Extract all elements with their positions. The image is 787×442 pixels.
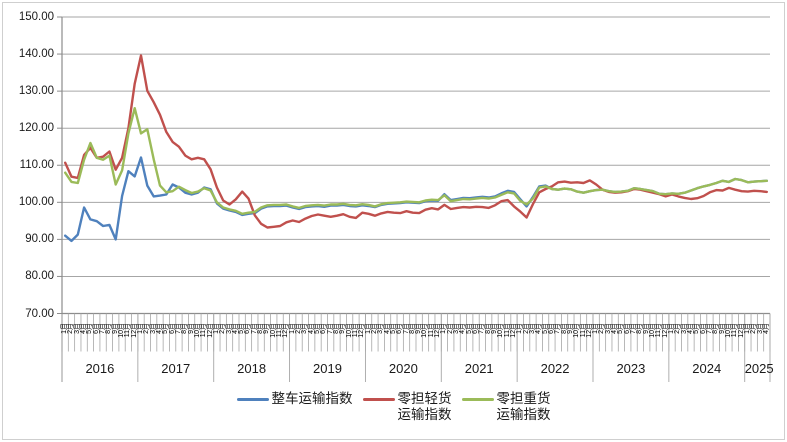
x-year-label: 2022 — [540, 361, 570, 376]
legend-line-swatch — [461, 398, 494, 401]
legend-label: 零担轻货 运输指数 — [397, 391, 452, 422]
x-year-label: 2025 — [744, 361, 774, 376]
legend-item: 零担轻货 运输指数 — [362, 391, 452, 423]
y-tick-label: 100.00 — [18, 196, 54, 209]
x-year-label: 2023 — [616, 361, 646, 376]
x-year-label: 2016 — [85, 361, 115, 376]
y-tick-label: 80.00 — [25, 270, 54, 283]
chart-legend: 整车运输指数 零担轻货 运输指数 零担重货 运输指数 — [0, 391, 787, 423]
series-line — [63, 106, 768, 216]
x-year-label: 2024 — [692, 361, 722, 376]
x-year-label: 2018 — [237, 361, 267, 376]
y-tick-label: 150.00 — [18, 11, 54, 23]
legend-line-swatch — [236, 398, 269, 401]
y-tick-label: 120.00 — [18, 122, 54, 135]
x-year-label: 2017 — [161, 361, 191, 376]
legend-item: 零担重货 运输指数 — [461, 391, 551, 423]
legend-item: 整车运输指数 — [236, 391, 353, 423]
legend-line-swatch — [362, 398, 395, 401]
y-tick-label: 110.00 — [19, 159, 54, 172]
x-month-label: 4月 — [762, 323, 770, 334]
series-line — [63, 156, 768, 243]
y-tick-label: 140.00 — [18, 48, 54, 61]
x-year-label: 2021 — [464, 361, 494, 376]
y-tick-label: 90.00 — [25, 233, 54, 246]
legend-label: 整车运输指数 — [271, 391, 353, 406]
y-tick-label: 130.00 — [18, 85, 54, 98]
x-year-label: 2020 — [388, 361, 418, 376]
x-year-label: 2019 — [313, 361, 342, 376]
legend-label: 零担重货 运输指数 — [496, 391, 551, 422]
series-line — [63, 54, 768, 229]
y-tick-label: 70.00 — [25, 307, 54, 320]
